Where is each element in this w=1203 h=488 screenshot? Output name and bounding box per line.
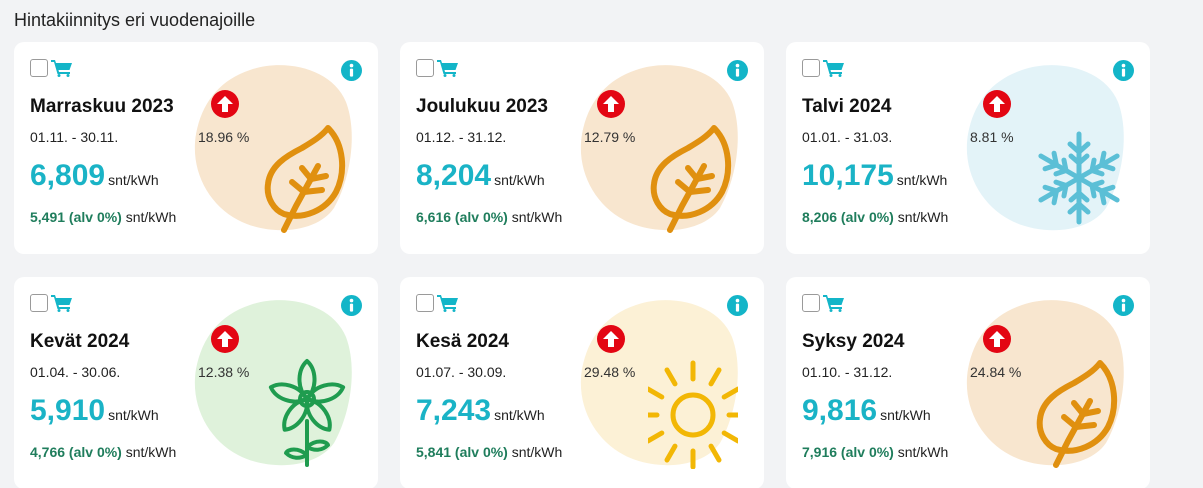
price-value: 8,204: [416, 159, 492, 192]
vat-free-unit: snt/kWh: [511, 209, 563, 225]
vat-free-price: 5,841 (alv 0%): [416, 444, 508, 460]
info-icon[interactable]: [341, 60, 362, 81]
price-row: 6,809 snt/kWh: [30, 159, 159, 193]
price-value: 9,816: [802, 394, 878, 427]
vat-free-price-row: 4,766 (alv 0%) snt/kWh: [30, 444, 176, 460]
price-card-kesa-2024[interactable]: Kesä 2024 01.07. - 30.09. 29.48 % 7,243 s…: [400, 277, 764, 488]
vat-free-price-row: 8,206 (alv 0%) snt/kWh: [802, 209, 948, 225]
info-icon[interactable]: [727, 295, 748, 316]
date-range: 01.10. - 31.12.: [802, 364, 893, 380]
info-icon[interactable]: [341, 295, 362, 316]
card-title: Kevät 2024: [30, 331, 130, 352]
cart-icon[interactable]: [437, 294, 459, 312]
vat-free-unit: snt/kWh: [897, 444, 949, 460]
price-change-percent: 12.79 %: [584, 129, 636, 145]
price-change-percent: 8.81 %: [970, 129, 1014, 145]
card-title: Kesä 2024: [416, 331, 509, 352]
price-value: 5,910: [30, 394, 106, 427]
price-card-joulukuu-2023[interactable]: Joulukuu 2023 01.12. - 31.12. 12.79 % 8,…: [400, 42, 764, 254]
vat-free-price-row: 7,916 (alv 0%) snt/kWh: [802, 444, 948, 460]
price-unit: snt/kWh: [880, 407, 931, 423]
card-title: Marraskuu 2023: [30, 96, 174, 117]
card-title: Joulukuu 2023: [416, 96, 548, 117]
vat-free-price-row: 5,491 (alv 0%) snt/kWh: [30, 209, 176, 225]
vat-free-unit: snt/kWh: [125, 209, 177, 225]
date-range: 01.11. - 30.11.: [30, 129, 119, 145]
flower-icon: [262, 357, 352, 469]
cart-icon[interactable]: [51, 294, 73, 312]
price-change-percent: 18.96 %: [198, 129, 250, 145]
vat-free-price-row: 5,841 (alv 0%) snt/kWh: [416, 444, 562, 460]
price-change-percent: 12.38 %: [198, 364, 250, 380]
arrow-up-icon: [211, 90, 239, 118]
price-row: 5,910 snt/kWh: [30, 394, 159, 428]
date-range: 01.01. - 31.03.: [802, 129, 893, 145]
arrow-up-icon: [211, 325, 239, 353]
date-range: 01.07. - 30.09.: [416, 364, 507, 380]
price-card-kevat-2024[interactable]: Kevät 2024 01.04. - 30.06. 12.38 % 5,910…: [14, 277, 378, 488]
arrow-up-icon: [983, 325, 1011, 353]
leaf-icon: [262, 122, 352, 234]
arrow-up-icon: [597, 90, 625, 118]
price-unit: snt/kWh: [896, 172, 948, 188]
vat-free-price: 7,916 (alv 0%): [802, 444, 894, 460]
price-card-marraskuu-2023[interactable]: Marraskuu 2023 01.11. - 30.11. 18.96 % 6…: [14, 42, 378, 254]
vat-free-price: 5,491 (alv 0%): [30, 209, 122, 225]
price-value: 7,243: [416, 394, 492, 427]
date-range: 01.04. - 30.06.: [30, 364, 121, 380]
cart-icon[interactable]: [437, 59, 459, 77]
info-icon[interactable]: [727, 60, 748, 81]
select-checkbox[interactable]: [30, 294, 48, 312]
arrow-up-icon: [597, 325, 625, 353]
vat-free-price: 4,766 (alv 0%): [30, 444, 122, 460]
arrow-up-icon: [983, 90, 1011, 118]
price-unit: snt/kWh: [108, 407, 159, 423]
leaf-icon: [648, 122, 738, 234]
card-title: Talvi 2024: [802, 96, 892, 117]
price-value: 10,175: [802, 159, 894, 192]
select-checkbox[interactable]: [416, 59, 434, 77]
snowflake-icon: [1034, 122, 1124, 234]
card-title: Syksy 2024: [802, 331, 905, 352]
select-checkbox[interactable]: [30, 59, 48, 77]
price-card-talvi-2024[interactable]: Talvi 2024 01.01. - 31.03. 8.81 % 10,175…: [786, 42, 1150, 254]
page-title: Hintakiinnitys eri vuodenajoille: [14, 10, 256, 30]
price-card-syksy-2024[interactable]: Syksy 2024 01.10. - 31.12. 24.84 % 9,816…: [786, 277, 1150, 488]
vat-free-price: 8,206 (alv 0%): [802, 209, 894, 225]
vat-free-unit: snt/kWh: [511, 444, 563, 460]
select-checkbox[interactable]: [416, 294, 434, 312]
price-change-percent: 29.48 %: [584, 364, 636, 380]
vat-free-price: 6,616 (alv 0%): [416, 209, 508, 225]
price-unit: snt/kWh: [494, 407, 545, 423]
price-row: 7,243 snt/kWh: [416, 394, 545, 428]
info-icon[interactable]: [1113, 295, 1134, 316]
price-value: 6,809: [30, 159, 106, 192]
price-row: 9,816 snt/kWh: [802, 394, 931, 428]
vat-free-unit: snt/kWh: [897, 209, 949, 225]
cart-icon[interactable]: [823, 59, 845, 77]
info-icon[interactable]: [1113, 60, 1134, 81]
price-unit: snt/kWh: [494, 172, 545, 188]
price-row: 10,175 snt/kWh: [802, 159, 947, 193]
select-checkbox[interactable]: [802, 294, 820, 312]
price-change-percent: 24.84 %: [970, 364, 1022, 380]
price-row: 8,204 snt/kWh: [416, 159, 545, 193]
date-range: 01.12. - 31.12.: [416, 129, 507, 145]
cart-icon[interactable]: [823, 294, 845, 312]
leaf-icon: [1034, 357, 1124, 469]
vat-free-unit: snt/kWh: [125, 444, 177, 460]
price-unit: snt/kWh: [108, 172, 159, 188]
cart-icon[interactable]: [51, 59, 73, 77]
sun-icon: [648, 357, 738, 469]
vat-free-price-row: 6,616 (alv 0%) snt/kWh: [416, 209, 562, 225]
select-checkbox[interactable]: [802, 59, 820, 77]
